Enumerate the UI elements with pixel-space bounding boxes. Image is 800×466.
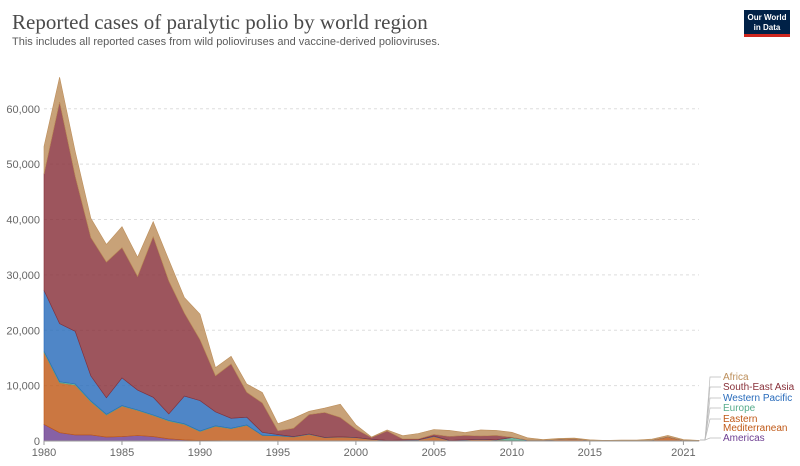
x-tick-label: 2010 (500, 447, 524, 459)
x-tick-label: 1985 (110, 447, 134, 459)
legend-label-africa[interactable]: Africa (723, 372, 749, 383)
axes: 0 10,000 20,000 30,000 40,000 50,000 60,000 198… (6, 104, 699, 459)
area-south-east-asia[interactable] (43, 102, 700, 442)
logo-line-1: Our World (747, 13, 787, 22)
x-tick-label: 1995 (266, 447, 290, 459)
legend-connector-south-east-asia (700, 386, 721, 441)
legend-label-south-east-asia[interactable]: South-East Asia (723, 382, 795, 393)
owid-logo[interactable]: Our World in Data (744, 10, 790, 37)
chart-subtitle: This includes all reported cases from wi… (12, 36, 440, 48)
y-tick-label: 60,000 (6, 104, 40, 116)
x-tick-label: 2021 (671, 447, 695, 459)
y-tick-label: 10,000 (6, 381, 40, 393)
legend-label-western-pacific[interactable]: Western Pacific (723, 393, 792, 404)
legend-label-europe[interactable]: Europe (723, 403, 756, 414)
y-tick-label: 40,000 (6, 215, 40, 227)
y-tick-label: 30,000 (6, 270, 40, 282)
legend-connector-americas (700, 437, 721, 441)
x-tick-label: 1990 (188, 447, 212, 459)
y-tick-label: 0 (34, 436, 40, 448)
x-tick-label: 2000 (344, 447, 368, 459)
x-tick-label: 1980 (32, 447, 56, 459)
x-tick-label: 2015 (578, 447, 602, 459)
legend-label-eastern-mediterranean[interactable]: Eastern (723, 414, 757, 425)
x-tick-label: 2005 (422, 447, 446, 459)
area-series (43, 77, 700, 442)
y-tick-label: 50,000 (6, 159, 40, 171)
logo-line-2: in Data (753, 23, 781, 32)
legend-connector-africa (700, 376, 721, 441)
y-tick-label: 20,000 (6, 325, 40, 337)
legend-label-americas[interactable]: Americas (723, 433, 765, 444)
chart-title: Reported cases of paralytic polio by wor… (12, 10, 428, 34)
legend-connector-europe (700, 407, 721, 441)
legend-label-eastern-mediterranean[interactable]: Mediterranean (723, 423, 787, 434)
legend-connector-eastern-mediterranean (700, 418, 721, 441)
